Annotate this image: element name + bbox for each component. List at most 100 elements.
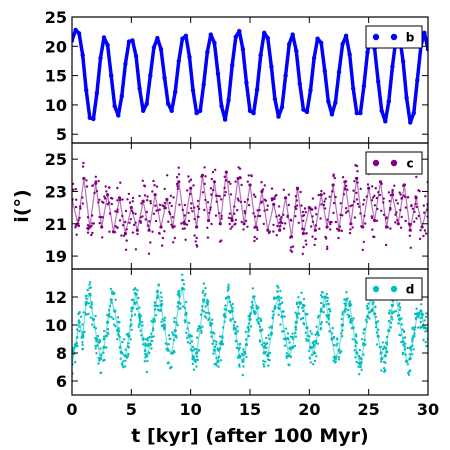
scatter-dot-c bbox=[424, 232, 428, 235]
data-point-b bbox=[276, 114, 281, 119]
scatter-dot-d bbox=[200, 331, 203, 334]
scatter-dot-c bbox=[215, 200, 218, 203]
scatter-dot-c bbox=[364, 222, 367, 225]
scatter-dot-c bbox=[311, 235, 314, 238]
data-point-b bbox=[215, 71, 221, 77]
scatter-dot-d bbox=[103, 358, 106, 362]
scatter-dot-c bbox=[236, 197, 239, 200]
scatter-dot-c bbox=[395, 211, 398, 214]
scatter-dot-d bbox=[259, 317, 262, 321]
data-point-d bbox=[141, 337, 145, 341]
scatter-dot-c bbox=[295, 204, 299, 207]
scatter-dot-c bbox=[158, 208, 161, 211]
scatter-dot-d bbox=[399, 334, 402, 337]
scatter-dot-d bbox=[90, 301, 93, 304]
scatter-dot-c bbox=[237, 199, 240, 202]
scatter-dot-c bbox=[289, 246, 293, 249]
data-point-b bbox=[80, 52, 85, 58]
scatter-dot-d bbox=[279, 302, 282, 306]
scatter-dot-d bbox=[414, 312, 417, 316]
scatter-dot-d bbox=[266, 358, 270, 361]
scatter-dot-d bbox=[223, 320, 226, 323]
scatter-dot-c bbox=[86, 227, 89, 230]
scatter-dot-c bbox=[415, 217, 418, 220]
scatter-dot-c bbox=[228, 212, 231, 215]
scatter-dot-c bbox=[329, 222, 332, 226]
data-point-b bbox=[169, 108, 174, 114]
scatter-dot-d bbox=[88, 281, 92, 284]
scatter-dot-d bbox=[188, 342, 192, 345]
scatter-dot-d bbox=[210, 322, 214, 325]
scatter-dot-c bbox=[106, 194, 109, 197]
scatter-dot-d bbox=[336, 338, 339, 341]
scatter-dot-d bbox=[244, 330, 247, 334]
data-point-d bbox=[390, 303, 394, 307]
scatter-dot-c bbox=[353, 180, 356, 183]
scatter-dot-d bbox=[210, 335, 213, 338]
scatter-dot-c bbox=[134, 248, 138, 251]
scatter-dot-c bbox=[151, 190, 154, 193]
scatter-dot-c bbox=[183, 227, 186, 230]
scatter-dot-c bbox=[330, 220, 333, 224]
scatter-dot-c bbox=[410, 204, 413, 207]
scatter-dot-c bbox=[326, 218, 329, 221]
scatter-dot-c bbox=[210, 222, 213, 226]
scatter-dot-d bbox=[340, 335, 344, 338]
scatter-dot-c bbox=[314, 207, 317, 210]
scatter-dot-c bbox=[143, 185, 147, 188]
scatter-dot-d bbox=[307, 339, 310, 342]
scatter-dot-c bbox=[212, 188, 215, 192]
scatter-dot-c bbox=[263, 198, 266, 201]
scatter-dot-d bbox=[393, 310, 396, 313]
data-point-d bbox=[291, 345, 295, 349]
scatter-dot-c bbox=[188, 180, 191, 183]
scatter-dot-d bbox=[159, 291, 163, 294]
scatter-dot-c bbox=[185, 223, 189, 226]
scatter-dot-c bbox=[79, 205, 82, 208]
scatter-dot-c bbox=[398, 191, 401, 194]
data-point-b bbox=[319, 40, 324, 45]
scatter-dot-c bbox=[315, 213, 318, 216]
scatter-dot-c bbox=[296, 188, 299, 191]
scatter-dot-d bbox=[98, 359, 101, 362]
scatter-dot-c bbox=[384, 243, 388, 247]
scatter-dot-d bbox=[185, 336, 189, 339]
scatter-dot-d bbox=[98, 338, 102, 342]
scatter-dot-d bbox=[136, 289, 139, 292]
data-point-d bbox=[380, 357, 384, 361]
data-point-b bbox=[365, 50, 370, 55]
scatter-dot-d bbox=[159, 309, 162, 312]
scatter-dot-d bbox=[270, 333, 273, 336]
scatter-dot-c bbox=[177, 166, 180, 169]
scatter-dot-c bbox=[116, 186, 119, 190]
scatter-dot-d bbox=[348, 314, 351, 317]
scatter-dot-d bbox=[381, 341, 384, 344]
scatter-dot-d bbox=[203, 315, 207, 318]
scatter-dot-c bbox=[373, 235, 376, 239]
scatter-dot-c bbox=[346, 210, 349, 213]
scatter-dot-c bbox=[370, 199, 374, 202]
scatter-dot-c bbox=[300, 204, 303, 207]
scatter-dot-c bbox=[158, 203, 162, 206]
data-point-d bbox=[355, 351, 359, 355]
scatter-dot-c bbox=[362, 203, 365, 206]
scatter-dot-c bbox=[273, 197, 276, 201]
scatter-dot-d bbox=[185, 331, 188, 335]
scatter-dot-c bbox=[396, 202, 399, 205]
scatter-dot-d bbox=[387, 319, 391, 323]
x-axis-label: t [kyr] (after 100 Myr) bbox=[131, 425, 368, 447]
scatter-dot-c bbox=[128, 221, 131, 224]
scatter-dot-d bbox=[124, 348, 128, 351]
scatter-dot-c bbox=[362, 240, 365, 244]
scatter-dot-d bbox=[163, 316, 167, 319]
scatter-dot-d bbox=[248, 328, 251, 331]
scatter-dot-c bbox=[136, 232, 139, 236]
scatter-dot-d bbox=[271, 317, 274, 320]
scatter-dot-c bbox=[400, 215, 403, 219]
data-point-c bbox=[301, 231, 305, 236]
scatter-dot-c bbox=[363, 214, 366, 218]
scatter-dot-d bbox=[241, 373, 244, 377]
scatter-dot-d bbox=[95, 340, 98, 343]
scatter-dot-d bbox=[281, 301, 284, 304]
scatter-dot-c bbox=[424, 195, 427, 198]
